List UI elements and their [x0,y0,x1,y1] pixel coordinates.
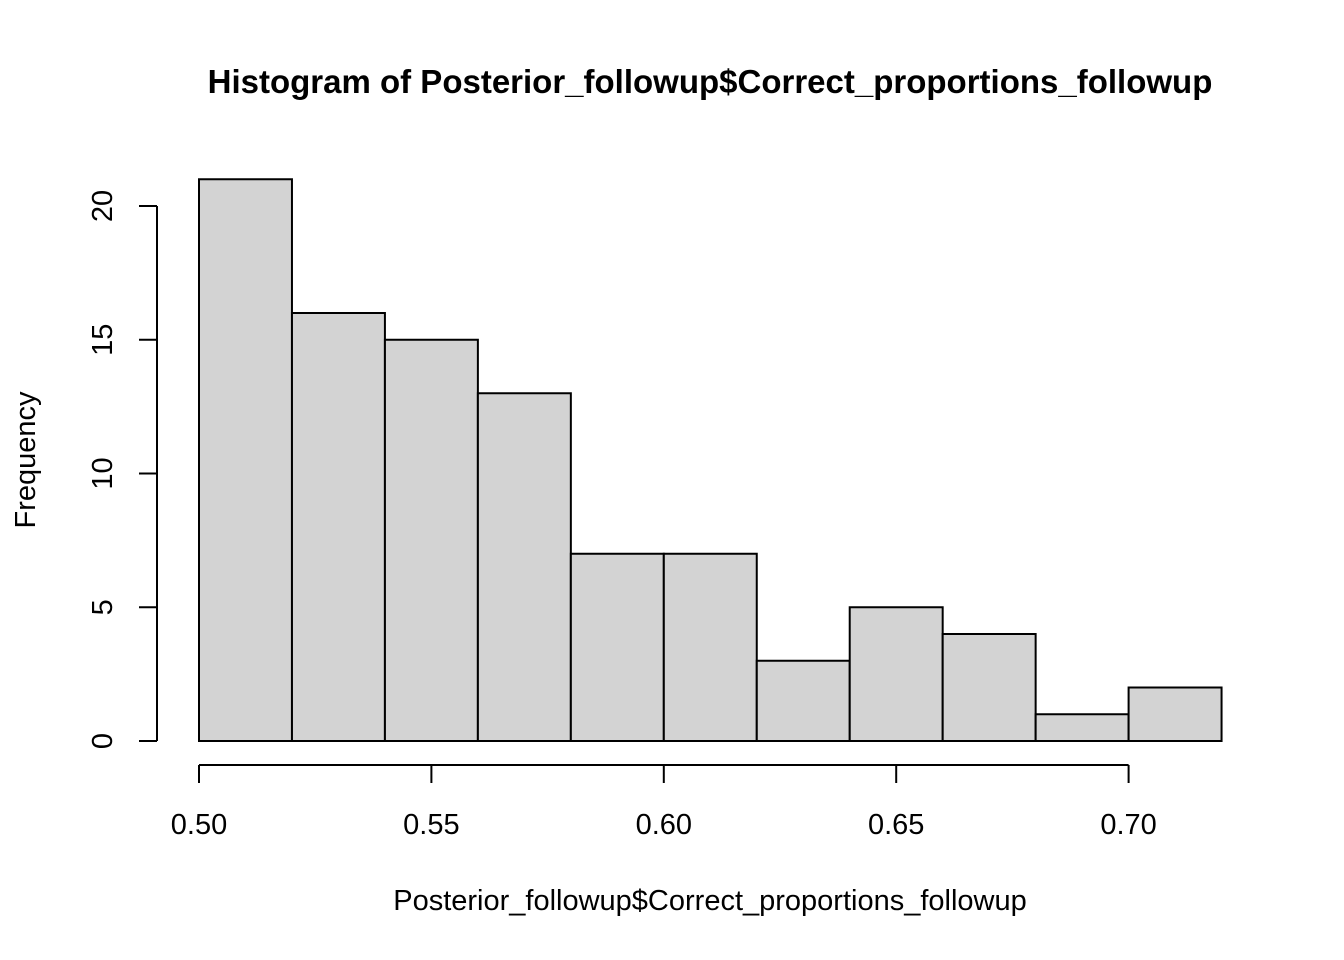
histogram-bar-10 [1127,686,1223,742]
histogram-bar-1 [290,312,386,742]
chart-title: Histogram of Posterior_followup$Correct_… [208,63,1213,100]
histogram-bar-9 [1034,713,1130,742]
histogram-bar-3 [476,392,572,742]
x-axis: 0.50 0.55 0.60 0.65 0.70 [171,764,1157,841]
y-axis-label: Frequency [10,391,42,529]
histogram-bar-4 [569,552,665,742]
x-tick-label-4: 0.70 [1100,809,1156,841]
y-axis: 0 5 10 15 20 [87,190,158,749]
x-tick-label-3: 0.65 [868,809,924,841]
y-tick-label-3: 15 [87,324,119,356]
histogram-bar-2 [383,338,479,742]
histogram-bar-5 [662,552,758,742]
y-tick-label-4: 20 [87,190,119,222]
x-tick-label-1: 0.55 [403,809,459,841]
histogram-bar-8 [941,633,1037,742]
bars-group [198,178,1223,742]
x-axis-label: Posterior_followup$Correct_proportions_f… [393,885,1027,917]
histogram-bar-7 [848,606,944,742]
y-tick-label-0: 0 [87,733,119,749]
histogram-bar-0 [198,178,293,742]
y-tick-label-1: 5 [87,599,119,615]
x-tick-label-2: 0.60 [636,809,692,841]
y-tick-label-2: 10 [87,457,119,489]
x-tick-label-0: 0.50 [171,809,227,841]
histogram-bar-6 [755,659,851,742]
